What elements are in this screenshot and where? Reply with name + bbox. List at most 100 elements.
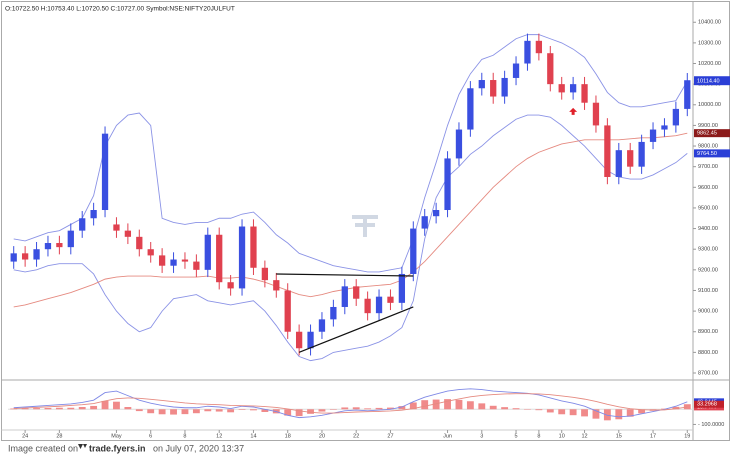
macd-histogram-bar bbox=[615, 409, 623, 420]
footer-suffix: on July 07, 2020 13:37 bbox=[153, 443, 244, 453]
candle-body bbox=[604, 125, 611, 177]
macd-histogram-bar bbox=[78, 407, 86, 410]
candle-body bbox=[250, 226, 257, 268]
candle-body bbox=[227, 282, 234, 289]
candle-body bbox=[21, 253, 29, 260]
y-tick-label: 9900.00 bbox=[698, 123, 718, 129]
x-tick-label: 3 bbox=[480, 433, 483, 439]
candle-body bbox=[113, 224, 120, 231]
macd-histogram-bar bbox=[501, 407, 509, 410]
candle-body bbox=[467, 88, 474, 130]
candle-body bbox=[10, 253, 17, 262]
candle-body bbox=[101, 133, 109, 211]
candle-body bbox=[547, 53, 554, 85]
macd-y-tick-label: - 100.0000 bbox=[698, 422, 724, 428]
candle-body bbox=[56, 243, 63, 248]
candle-body bbox=[627, 150, 634, 167]
candle-body bbox=[581, 84, 588, 103]
y-tick-label: 9200.00 bbox=[698, 267, 718, 273]
candle-body bbox=[490, 80, 497, 97]
macd-histogram-bar bbox=[158, 409, 166, 415]
y-tick-label: 9600.00 bbox=[698, 185, 718, 191]
footer-logo bbox=[78, 444, 87, 449]
candle-body bbox=[569, 84, 577, 93]
macd-histogram-bar bbox=[284, 409, 292, 416]
trendline bbox=[298, 306, 414, 353]
x-tick-label: 20 bbox=[319, 433, 325, 439]
candle-body bbox=[375, 296, 383, 314]
overlay-line bbox=[13, 114, 688, 362]
candle-body bbox=[261, 267, 269, 281]
macd-histogram-bar bbox=[546, 409, 554, 413]
x-tick-label: 5 bbox=[515, 433, 518, 439]
x-tick-label: 10 bbox=[559, 433, 565, 439]
macd-histogram-bar bbox=[21, 408, 29, 410]
footer-prefix: Image created on bbox=[8, 443, 78, 453]
candle-body bbox=[295, 331, 303, 349]
macd-histogram-bar bbox=[181, 409, 189, 415]
candle-body bbox=[410, 228, 417, 274]
candle-body bbox=[672, 108, 680, 126]
candle-body bbox=[136, 236, 143, 250]
footer-site: trade.fyers.in bbox=[89, 443, 146, 453]
macd-histogram-bar bbox=[101, 400, 109, 410]
candle-body bbox=[44, 243, 52, 250]
y-tick-label: 9500.00 bbox=[698, 205, 718, 211]
candle-body bbox=[341, 286, 348, 307]
macd-histogram-bar bbox=[261, 409, 269, 412]
x-tick-label: 15 bbox=[616, 433, 622, 439]
x-tick-label: Jun bbox=[443, 433, 452, 439]
candle-body bbox=[649, 129, 657, 142]
x-tick-label: 28 bbox=[56, 433, 62, 439]
candle-body bbox=[501, 77, 508, 97]
macd-histogram-bar bbox=[124, 407, 132, 410]
candle-body bbox=[592, 102, 600, 126]
candle-body bbox=[638, 141, 645, 167]
candle-body bbox=[535, 40, 543, 54]
frame bbox=[1, 1, 730, 441]
y-tick-label: 8800.00 bbox=[698, 350, 718, 356]
macd-histogram-bar bbox=[421, 400, 429, 410]
macd-histogram-bar bbox=[295, 409, 303, 417]
macd-histogram-bar bbox=[44, 407, 52, 410]
macd-histogram-bar bbox=[90, 405, 98, 410]
macd-histogram-bar bbox=[135, 409, 143, 412]
y-tick-label: 10200.00 bbox=[698, 61, 721, 67]
y-tick-label: 8700.00 bbox=[698, 370, 718, 376]
candle-body bbox=[558, 84, 565, 93]
candle-body bbox=[90, 210, 97, 219]
price-label: 9764.50 bbox=[697, 151, 717, 157]
candle-body bbox=[615, 150, 622, 177]
macd-label: 33.2968 bbox=[697, 402, 717, 408]
macd-histogram-bar bbox=[147, 409, 155, 414]
candle-body bbox=[79, 218, 86, 231]
candle-body bbox=[284, 290, 291, 332]
macd-histogram-bar bbox=[227, 409, 235, 413]
macd-histogram-bar bbox=[307, 409, 314, 414]
y-tick-label: 9800.00 bbox=[698, 143, 718, 149]
macd-histogram-bar bbox=[170, 409, 177, 415]
candle-body bbox=[455, 129, 463, 159]
candle-body bbox=[204, 234, 211, 270]
y-tick-label: 9700.00 bbox=[698, 164, 718, 170]
price-label-box bbox=[694, 149, 730, 158]
y-tick-label: 9000.00 bbox=[698, 309, 718, 315]
x-tick-label: 8 bbox=[183, 433, 186, 439]
macd-histogram-bar bbox=[67, 407, 75, 410]
macd-histogram-bar bbox=[672, 406, 680, 410]
macd-histogram-bar bbox=[352, 407, 360, 410]
macd-signal-line bbox=[13, 393, 688, 414]
macd-histogram-bar bbox=[375, 407, 383, 410]
candle-body bbox=[216, 234, 223, 283]
macd-histogram-bar bbox=[113, 401, 120, 410]
macd-histogram-bar bbox=[204, 409, 212, 412]
y-tick-label: 10000.00 bbox=[698, 102, 721, 108]
macd-histogram-bar bbox=[489, 405, 497, 410]
macd-histogram-bar bbox=[455, 399, 463, 410]
x-tick-label: 24 bbox=[22, 433, 28, 439]
candle-body bbox=[398, 273, 406, 303]
candle-body bbox=[273, 280, 280, 291]
candle-body bbox=[661, 125, 668, 130]
candle-body bbox=[478, 80, 485, 89]
